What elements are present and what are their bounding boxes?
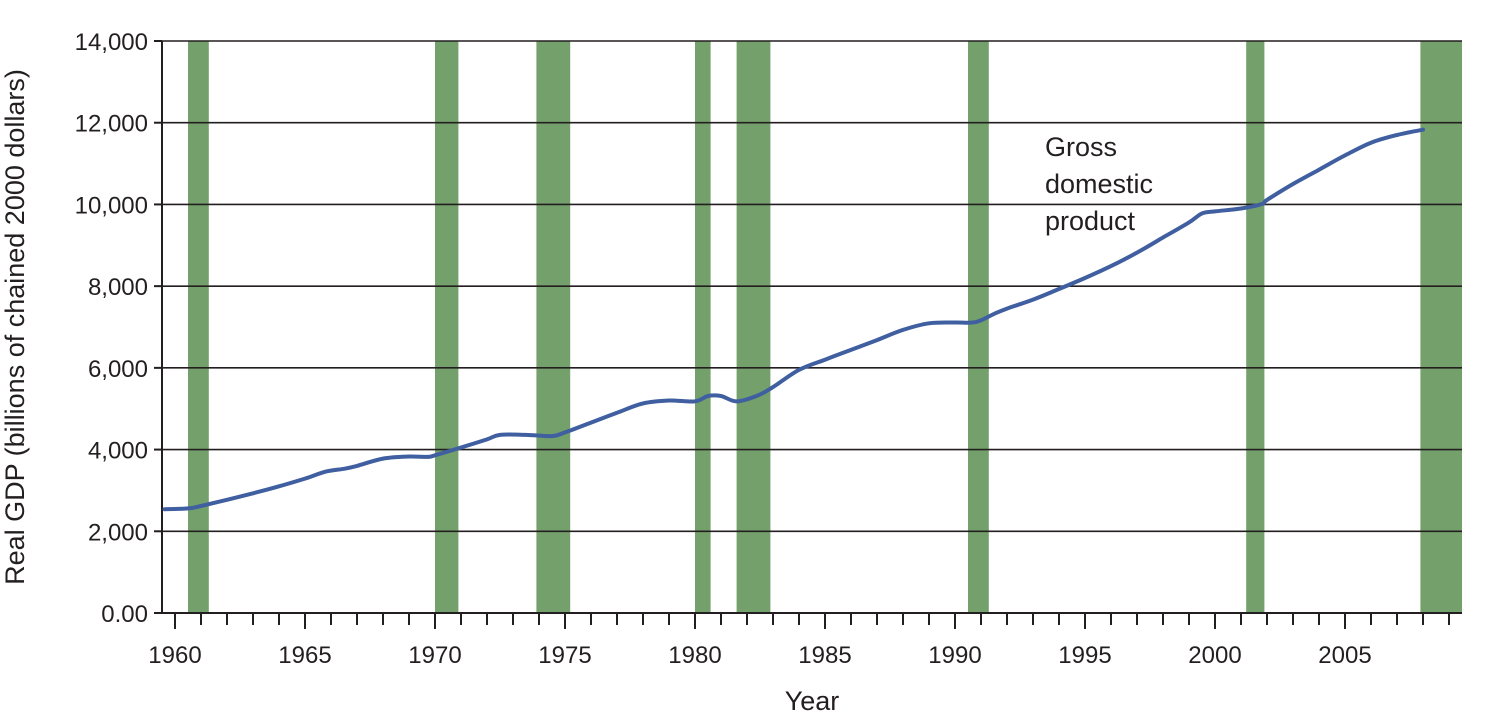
recession-band-6 [968,41,989,613]
axes [154,40,1462,629]
recession-band-2 [435,41,459,613]
series-lines [162,127,1425,512]
x-tick-label-10: 2005 [1318,642,1371,669]
annotation-line-3: product [1045,206,1136,236]
x-tick-label-4: 1975 [538,642,591,669]
gridlines [162,40,1462,533]
x-tick-label-3: 1970 [408,642,461,669]
y-tick-label-8: 14,000 [75,29,148,56]
y-tick-label-6: 10,000 [75,192,148,219]
y-axis-title: Real GDP (billions of chained 2000 dolla… [0,69,30,585]
recession-band-4 [695,41,711,613]
x-tick-label-5: 1980 [668,642,721,669]
y-tick-label-2: 2,000 [88,519,148,546]
series-annotation: Gross domestic product [1045,132,1153,236]
x-tick-label-9: 2000 [1188,642,1241,669]
x-tick-label-1: 1960 [148,642,201,669]
x-tick-label-7: 1990 [928,642,981,669]
y-tick-label-5: 8,000 [88,274,148,301]
annotation-line-2: domestic [1045,169,1153,199]
series-line-1 [162,127,1425,512]
recession-band-3 [536,41,571,613]
x-tick-labels: 1960 1965 1970 1975 1980 1985 1990 1995 2000 2005 [148,642,1371,669]
recession-band-7 [1246,41,1265,613]
x-tick-label-6: 1985 [798,642,851,669]
recession-bands [188,41,1462,613]
annotation-line-1: Gross [1045,132,1117,162]
y-tick-labels: 0.00 2,000 4,000 6,000 8,000 10,000 12,000 14,0… [75,29,148,628]
y-tick-label-1: 0.00 [101,601,148,628]
recession-band-1 [188,41,209,613]
recession-band-8 [1420,41,1462,613]
y-tick-label-4: 6,000 [88,356,148,383]
x-tick-label-2: 1965 [278,642,331,669]
y-tick-label-3: 4,000 [88,438,148,465]
x-axis-title: Year [785,686,840,716]
y-tick-label-7: 12,000 [75,111,148,138]
recession-band-5 [736,41,771,613]
x-tick-label-8: 1995 [1058,642,1111,669]
